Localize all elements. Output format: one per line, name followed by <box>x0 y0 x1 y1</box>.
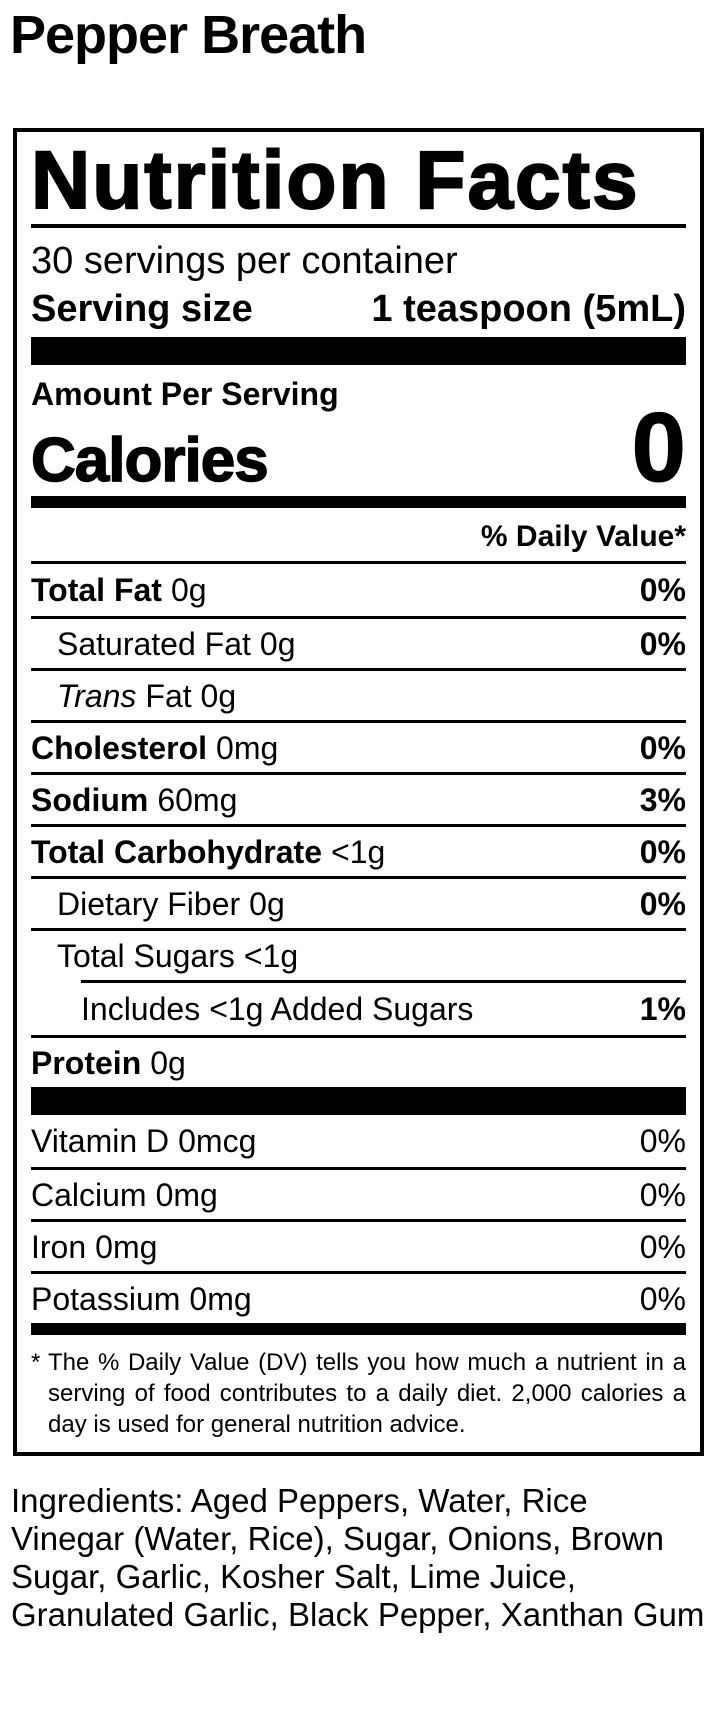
indented-divider <box>81 980 686 984</box>
serving-size-row: Serving size 1 teaspoon (5mL) <box>31 290 686 328</box>
nutrient-amount: <1g <box>331 833 386 870</box>
title-divider <box>31 224 686 229</box>
nutrient-row-cholesterol: Cholesterol 0mg 0% <box>31 720 686 772</box>
nutrient-percent: 0% <box>639 833 686 870</box>
vitamin-amount: 0mg <box>189 1280 252 1317</box>
nutrient-amount: 0g <box>170 572 207 609</box>
nutrient-name: Dietary Fiber <box>57 885 241 922</box>
nutrient-name: Total Fat <box>31 572 162 609</box>
medium-separator-bar <box>31 496 686 509</box>
serving-size-label: Serving size <box>31 288 253 331</box>
vitamin-name: Vitamin D <box>31 1123 170 1160</box>
nutrient-amount: 0g <box>150 1044 186 1081</box>
page-title: Pepper Breath <box>10 5 367 65</box>
vitamin-row-potassium: Potassium 0mg 0% <box>31 1271 686 1323</box>
nutrition-facts-title: Nutrition Facts <box>30 135 640 227</box>
calories-row: Calories 0 <box>30 392 687 503</box>
thick-separator-bar <box>31 1087 686 1116</box>
vitamin-percent: 0% <box>639 1123 686 1160</box>
nutrient-row-dietary-fiber: Dietary Fiber 0g 0% <box>31 876 686 928</box>
nutrient-row-trans-fat: Trans Fat 0g <box>31 668 686 720</box>
nutrient-name: Total Carbohydrate <box>31 833 322 870</box>
footnote: * The % Daily Value (DV) tells you how m… <box>31 1347 686 1440</box>
nutrient-percent: 0% <box>639 729 686 766</box>
nutrient-percent: 0% <box>639 885 686 922</box>
nutrient-percent: 0% <box>639 625 686 662</box>
nutrient-name: Sodium <box>31 781 149 818</box>
ingredients-text: Ingredients: Aged Peppers, Water, Rice V… <box>11 1482 705 1634</box>
bottom-separator-bar <box>31 1323 686 1336</box>
nutrient-row-total-sugars: Total Sugars <1g <box>31 928 686 980</box>
vitamin-percent: 0% <box>639 1280 686 1317</box>
nutrient-amount: 0mg <box>216 729 279 766</box>
nutrient-row-sodium: Sodium 60mg 3% <box>31 772 686 824</box>
footnote-asterisk: * <box>31 1349 41 1377</box>
vitamin-percent: 0% <box>639 1228 686 1265</box>
nutrition-label: Nutrition Facts 30 servings per containe… <box>13 128 704 1457</box>
nutrient-row-added-sugars: Includes <1g Added Sugars 1% <box>31 983 686 1035</box>
footnote-text: The % Daily Value (DV) tells you how muc… <box>48 1349 686 1439</box>
nutrient-name: Total Sugars <box>57 937 235 974</box>
thick-separator-bar <box>31 337 686 366</box>
nutrient-name: Protein <box>31 1044 142 1081</box>
nutrient-percent: 1% <box>639 991 686 1028</box>
daily-value-header: % Daily Value* <box>31 522 686 565</box>
nutrient-amount: <1g Added Sugars <box>209 991 474 1028</box>
amount-per-serving-label: Amount Per Serving <box>31 376 339 413</box>
nutrient-name: Includes <box>81 991 201 1028</box>
nutrient-row-total-carbohydrate: Total Carbohydrate <1g 0% <box>31 824 686 876</box>
nutrient-percent: 3% <box>639 781 686 818</box>
vitamin-name: Calcium <box>31 1176 147 1213</box>
vitamin-row-vitamin-d: Vitamin D 0mcg 0% <box>31 1115 686 1167</box>
vitamin-name: Potassium <box>31 1280 181 1317</box>
calories-label: Calories <box>30 426 269 497</box>
nutrient-amount: 0g <box>249 885 285 922</box>
serving-size-value: 1 teaspoon (5mL) <box>371 288 686 331</box>
nutrient-percent: 0% <box>639 572 686 609</box>
nutrient-row-protein: Protein 0g <box>31 1035 686 1087</box>
calories-value: 0 <box>631 392 687 503</box>
nutrient-amount: Fat 0g <box>145 677 237 714</box>
nutrient-row-saturated-fat: Saturated Fat 0g 0% <box>31 616 686 668</box>
nutrient-row-total-fat: Total Fat 0g 0% <box>31 564 686 616</box>
nutrient-amount: 60mg <box>157 781 238 818</box>
vitamin-amount: 0mcg <box>178 1123 257 1160</box>
vitamin-row-iron: Iron 0mg 0% <box>31 1219 686 1271</box>
vitamin-row-calcium: Calcium 0mg 0% <box>31 1167 686 1219</box>
vitamin-percent: 0% <box>639 1176 686 1213</box>
nutrient-name: Cholesterol <box>31 729 208 766</box>
vitamin-amount: 0mg <box>155 1176 218 1213</box>
vitamin-amount: 0mg <box>95 1228 158 1265</box>
nutrient-amount: 0g <box>259 625 296 662</box>
nutrient-name: Saturated Fat <box>57 625 251 662</box>
vitamin-name: Iron <box>31 1228 87 1265</box>
servings-per-container: 30 servings per container <box>31 240 458 283</box>
nutrient-amount: <1g <box>243 937 299 974</box>
nutrient-name: Trans <box>57 677 137 714</box>
